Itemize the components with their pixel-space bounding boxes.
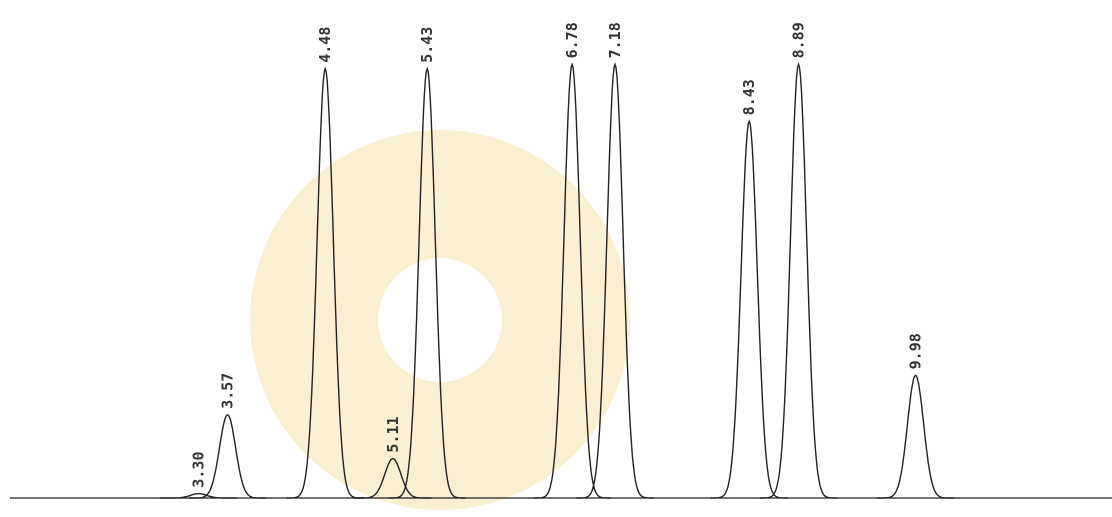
peak bbox=[533, 62, 611, 499]
peak bbox=[388, 66, 466, 499]
watermark bbox=[250, 130, 630, 510]
peak bbox=[159, 492, 238, 499]
peak bbox=[576, 62, 654, 499]
peak bbox=[286, 66, 364, 499]
peak bbox=[188, 413, 267, 499]
peak bbox=[759, 62, 838, 499]
peak-label: 8.89 bbox=[790, 22, 808, 58]
watermark-disc bbox=[250, 130, 630, 510]
peak-label: 4.48 bbox=[316, 27, 334, 63]
peak bbox=[710, 119, 788, 499]
peak-label: 3.30 bbox=[190, 451, 208, 487]
peak bbox=[354, 457, 432, 499]
peak-label: 5.11 bbox=[384, 416, 402, 452]
peak-label: 6.78 bbox=[563, 22, 581, 58]
watermark-hole bbox=[378, 258, 502, 382]
peak-label: 3.57 bbox=[219, 373, 237, 409]
peak bbox=[876, 374, 955, 499]
peak-label: 8.43 bbox=[740, 79, 758, 115]
peak-label: 7.18 bbox=[606, 22, 624, 58]
peak-label: 5.43 bbox=[418, 27, 436, 63]
peak-label: 9.98 bbox=[907, 333, 925, 369]
